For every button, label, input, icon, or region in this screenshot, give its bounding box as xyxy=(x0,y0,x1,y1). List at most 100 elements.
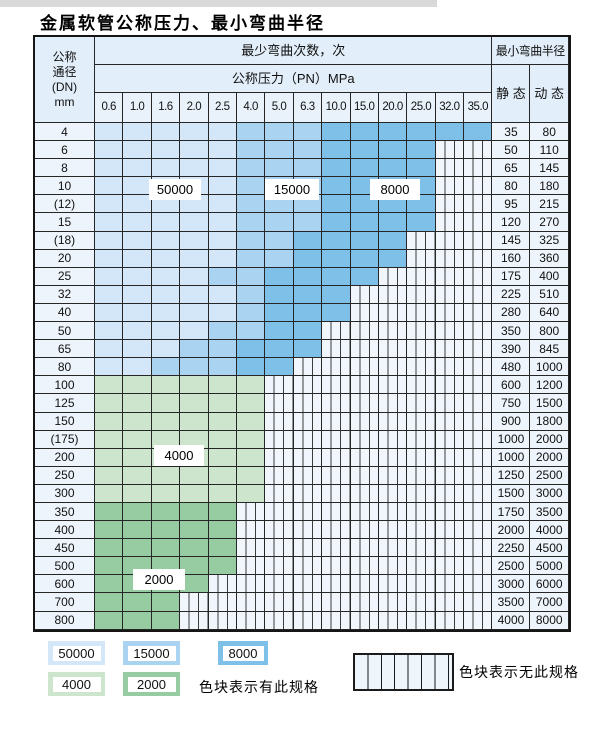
grid-cell-no-spec xyxy=(435,430,465,449)
pressure-tick: 25.0 xyxy=(407,93,436,123)
dynamic-value: 2000 xyxy=(530,430,569,449)
grid-cell-8000 xyxy=(265,285,294,304)
grid-cell-no-spec xyxy=(265,575,294,594)
grid-cell-4000 xyxy=(95,376,124,395)
grid-cell-15000 xyxy=(265,231,294,250)
grid-cell-15000 xyxy=(208,267,237,286)
grid-cell-no-spec xyxy=(407,466,436,485)
grid-cell-no-spec xyxy=(208,575,237,594)
grid-cell-no-spec xyxy=(293,484,323,503)
dynamic-value: 6000 xyxy=(530,575,569,594)
grid-cell-4000 xyxy=(180,466,209,485)
pressure-tick: 10.0 xyxy=(322,93,351,123)
grid-cell-15000 xyxy=(236,123,266,142)
grid-cell-8000 xyxy=(265,340,294,359)
grid-cell-2000 xyxy=(95,557,124,576)
grid-cell-50000 xyxy=(151,340,181,359)
grid-cell-no-spec xyxy=(378,466,408,485)
grid-cell-2000 xyxy=(123,502,152,522)
grid-cell-4000 xyxy=(180,484,209,503)
grid-cell-50000 xyxy=(208,159,237,178)
grid-cell-no-spec xyxy=(322,575,351,594)
grid-cell-50000 xyxy=(95,322,124,341)
static-value: 480 xyxy=(492,358,531,377)
grid-cell-no-spec xyxy=(435,231,465,250)
grid-cell-no-spec xyxy=(322,521,351,540)
grid-cell-2000 xyxy=(180,557,209,576)
grid-cell-no-spec xyxy=(322,466,351,485)
grid-cell-no-spec xyxy=(378,502,408,522)
pressure-tick: 20.0 xyxy=(378,93,408,123)
grid-cell-no-spec xyxy=(435,539,465,558)
grid-cell-8000 xyxy=(293,267,323,286)
grid-cell-no-spec xyxy=(293,539,323,558)
grid-cell-no-spec xyxy=(350,430,379,449)
overlay-label-4000: 4000 xyxy=(154,445,204,466)
grid-cell-no-spec xyxy=(464,376,493,395)
grid-cell-no-spec xyxy=(464,340,493,359)
static-value: 35 xyxy=(492,123,531,142)
grid-cell-4000 xyxy=(95,394,124,413)
dynamic-value: 180 xyxy=(530,177,569,196)
grid-cell-50000 xyxy=(151,231,181,250)
grid-cell-8000 xyxy=(265,322,294,341)
grid-cell-8000 xyxy=(407,141,436,160)
grid-cell-4000 xyxy=(123,394,152,413)
grid-cell-4000 xyxy=(151,394,181,413)
grid-cell-no-spec xyxy=(265,412,294,431)
grid-cell-no-spec xyxy=(464,466,493,485)
grid-cell-50000 xyxy=(95,340,124,359)
grid-cell-no-spec xyxy=(265,502,294,522)
dynamic-header: 动 态 xyxy=(530,65,569,123)
grid-cell-no-spec xyxy=(322,394,351,413)
dn-cell: (18) xyxy=(35,231,95,250)
grid-cell-15000 xyxy=(180,358,209,377)
grid-cell-2000 xyxy=(208,539,237,558)
grid-cell-50000 xyxy=(95,358,124,377)
dn-cell: 125 xyxy=(35,394,95,413)
dn-cell: 15 xyxy=(35,213,95,232)
grid-cell-8000 xyxy=(435,123,465,142)
grid-cell-no-spec xyxy=(464,430,493,449)
grid-cell-8000 xyxy=(293,340,323,359)
grid-cell-50000 xyxy=(95,249,124,268)
overlay-label-2000: 2000 xyxy=(133,569,185,590)
grid-cell-no-spec xyxy=(378,358,408,377)
grid-cell-no-spec xyxy=(180,611,209,630)
grid-cell-no-spec xyxy=(407,611,436,630)
dynamic-value: 8000 xyxy=(530,611,569,630)
grid-cell-50000 xyxy=(95,195,124,214)
static-value: 2250 xyxy=(492,539,531,558)
static-value: 600 xyxy=(492,376,531,395)
dn-cell: 65 xyxy=(35,340,95,359)
grid-cell-8000 xyxy=(293,322,323,341)
grid-cell-no-spec xyxy=(378,557,408,576)
dynamic-value: 2500 xyxy=(530,466,569,485)
dn-cell: 800 xyxy=(35,611,95,630)
dn-header-cell: 公称 通径 (DN) mm xyxy=(35,37,95,123)
dn-cell: 350 xyxy=(35,502,95,522)
dynamic-value: 360 xyxy=(530,249,569,268)
pressure-tick: 6.3 xyxy=(293,93,323,123)
grid-cell-50000 xyxy=(208,303,237,323)
grid-cell-15000 xyxy=(236,177,266,196)
grid-cell-50000 xyxy=(180,123,209,142)
page-title: 金属软管公称压力、最小弯曲半径 xyxy=(40,14,325,34)
grid-cell-4000 xyxy=(236,466,266,485)
grid-cell-no-spec xyxy=(464,249,493,268)
grid-cell-15000 xyxy=(293,213,323,232)
grid-cell-2000 xyxy=(180,575,209,594)
grid-cell-no-spec xyxy=(407,231,436,250)
grid-cell-no-spec xyxy=(293,466,323,485)
dn-cell: 10 xyxy=(35,177,95,196)
grid-cell-no-spec xyxy=(208,593,237,612)
grid-cell-50000 xyxy=(123,358,152,377)
radius-header: 最小弯曲半径 xyxy=(492,37,569,65)
grid-cell-no-spec xyxy=(464,267,493,286)
grid-cell-8000 xyxy=(322,285,351,304)
grid-cell-50000 xyxy=(208,177,237,196)
dynamic-value: 510 xyxy=(530,285,569,304)
grid-cell-15000 xyxy=(265,123,294,142)
grid-cell-no-spec xyxy=(407,267,436,286)
grid-cell-50000 xyxy=(123,177,152,196)
